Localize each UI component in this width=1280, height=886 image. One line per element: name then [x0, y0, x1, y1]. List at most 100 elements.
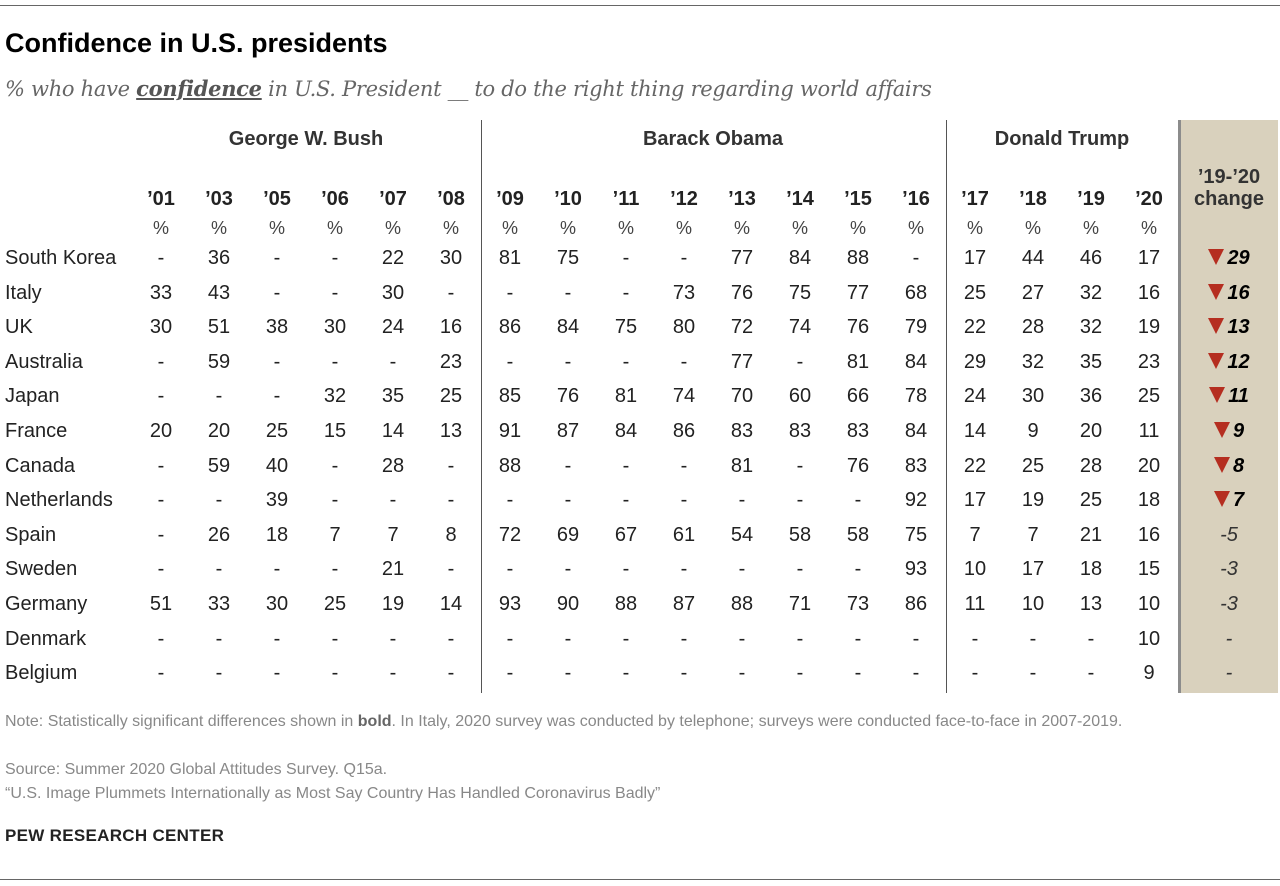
table-cell: 35	[1079, 350, 1103, 373]
table-cell: 32	[323, 385, 347, 408]
unit-label: %	[559, 218, 576, 238]
change-cell: -3	[1180, 558, 1278, 581]
table-cell: 71	[788, 593, 812, 615]
table-cell: 84	[788, 247, 812, 269]
table-cell: 25	[1137, 385, 1161, 408]
table-cell: 17	[963, 247, 987, 269]
table-cell: -	[622, 247, 630, 269]
table-cell: 33	[207, 593, 231, 615]
table-cell: 30	[323, 316, 347, 339]
table-cell: 18	[265, 523, 289, 546]
change-value: 13	[1227, 316, 1250, 339]
table-cell: 25	[265, 420, 289, 442]
table-cell: -	[157, 558, 165, 581]
table-cell: 84	[614, 420, 638, 442]
table-cell: 16	[1137, 281, 1161, 304]
change-value: 8	[1232, 454, 1245, 477]
table-cell: 39	[265, 489, 289, 512]
year-header: ’10	[554, 188, 582, 210]
chart-title: Confidence in U.S. presidents	[5, 28, 388, 58]
country-label: Germany	[5, 593, 88, 615]
change-value: 9	[1232, 420, 1245, 442]
year-header: ’01	[147, 188, 175, 210]
table-cell: 28	[381, 454, 405, 477]
table-cell: -	[215, 385, 223, 408]
table-cell: -	[1029, 627, 1037, 650]
table-cell: -	[506, 489, 514, 512]
change-value: 11	[1228, 385, 1249, 408]
table-cell: -	[854, 662, 862, 685]
table-cell: 85	[498, 385, 522, 408]
change-value: 16	[1227, 281, 1250, 304]
table-cell: 92	[904, 489, 928, 512]
table-cell: -	[680, 454, 688, 477]
table-cell: 30	[265, 593, 289, 615]
table-cell: 70	[730, 385, 754, 408]
table-cell: 72	[730, 316, 754, 339]
country-label: Spain	[5, 523, 57, 546]
table-cell: 75	[614, 316, 638, 339]
table-cell: 58	[846, 523, 870, 546]
table-cell: 23	[439, 350, 463, 373]
change-value: -5	[1220, 523, 1238, 546]
unit-label: %	[617, 218, 634, 238]
table-cell: 81	[730, 454, 754, 477]
change-column-background	[1178, 120, 1278, 693]
unit-label: %	[268, 218, 285, 238]
table-cell: 27	[1021, 281, 1045, 304]
table-cell: 74	[672, 385, 696, 408]
table-cell: 30	[381, 281, 405, 304]
change-cell: -	[1180, 662, 1278, 685]
country-label: Australia	[5, 350, 83, 373]
down-triangle-icon	[1208, 249, 1225, 265]
table-cell: 76	[846, 454, 870, 477]
table-cell: -	[506, 558, 514, 581]
table-cell: 18	[1137, 489, 1161, 512]
table-cell: 29	[963, 350, 987, 373]
table-cell: 20	[207, 420, 231, 442]
table-cell: -	[447, 281, 455, 304]
table-cell: 88	[846, 247, 870, 269]
table-cell: -	[854, 627, 862, 650]
table-cell: -	[854, 558, 862, 581]
table-cell: -	[157, 247, 165, 269]
table-cell: -	[796, 627, 804, 650]
table-cell: 22	[381, 247, 405, 269]
table-cell: -	[331, 662, 339, 685]
table-cell: 19	[1021, 489, 1045, 512]
table-cell: 51	[149, 593, 173, 615]
change-cell: 11	[1180, 385, 1278, 408]
table-cell: -	[680, 350, 688, 373]
change-value: 7	[1232, 489, 1245, 512]
table-cell: 14	[381, 420, 405, 442]
table-cell: 76	[846, 316, 870, 339]
unit-label: %	[791, 218, 808, 238]
year-header: ’19	[1077, 188, 1105, 210]
table-cell: 66	[846, 385, 870, 408]
table-cell: 19	[1137, 316, 1161, 339]
table-cell: 83	[846, 420, 870, 442]
table-cell: -	[680, 489, 688, 512]
year-header: ’14	[786, 188, 814, 210]
table-cell: 7	[387, 523, 399, 546]
table-cell: 7	[1027, 523, 1039, 546]
table-cell: -	[622, 350, 630, 373]
table-cell: -	[564, 454, 572, 477]
year-header: ’08	[437, 188, 465, 210]
table-cell: 36	[1079, 385, 1103, 408]
country-label: South Korea	[5, 247, 117, 269]
table-cell: 21	[381, 558, 405, 581]
table-cell: 17	[963, 489, 987, 512]
unit-label: %	[675, 218, 692, 238]
table-cell: 28	[1021, 316, 1045, 339]
table-cell: 14	[439, 593, 463, 615]
table-cell: -	[273, 662, 281, 685]
year-header: ’07	[379, 188, 407, 210]
change-value: -	[1225, 627, 1233, 650]
table-cell: -	[389, 662, 397, 685]
country-label: France	[5, 420, 68, 442]
year-header: ’09	[496, 188, 524, 210]
table-cell: 88	[498, 454, 522, 477]
table-cell: 13	[439, 420, 463, 442]
table-cell: -	[854, 489, 862, 512]
